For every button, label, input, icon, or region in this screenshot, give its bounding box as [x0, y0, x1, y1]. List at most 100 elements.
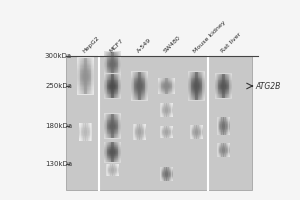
Bar: [104, 66, 121, 67]
Bar: [93, 58, 94, 94]
Bar: [215, 92, 232, 94]
Bar: [224, 143, 225, 157]
Bar: [160, 167, 172, 168]
Bar: [215, 83, 232, 84]
Bar: [107, 142, 108, 162]
Bar: [104, 64, 121, 65]
Bar: [160, 112, 172, 113]
Bar: [89, 58, 90, 94]
Bar: [91, 58, 92, 94]
Bar: [104, 144, 121, 145]
Bar: [190, 137, 202, 138]
Bar: [146, 72, 147, 100]
Bar: [80, 129, 92, 130]
Bar: [104, 61, 121, 63]
Bar: [110, 164, 111, 176]
Bar: [190, 136, 202, 137]
Bar: [160, 173, 172, 174]
Bar: [193, 125, 194, 139]
Bar: [225, 143, 226, 157]
Bar: [110, 74, 111, 98]
Bar: [104, 159, 121, 160]
Bar: [159, 78, 160, 94]
Bar: [104, 153, 121, 154]
Bar: [168, 126, 169, 138]
Bar: [104, 68, 121, 69]
Bar: [215, 91, 232, 92]
Bar: [106, 169, 119, 170]
Bar: [80, 132, 92, 133]
Bar: [160, 130, 172, 131]
Bar: [144, 124, 145, 140]
Bar: [115, 74, 116, 98]
Bar: [163, 103, 164, 117]
Bar: [160, 169, 172, 170]
Bar: [171, 103, 172, 117]
Bar: [104, 142, 121, 143]
Bar: [104, 97, 121, 99]
Bar: [160, 129, 172, 130]
Bar: [225, 117, 226, 135]
Bar: [215, 83, 232, 85]
Bar: [170, 103, 171, 117]
Bar: [104, 53, 121, 54]
Bar: [80, 133, 92, 134]
Bar: [165, 78, 167, 94]
Bar: [104, 155, 121, 156]
Bar: [112, 164, 113, 176]
Bar: [81, 58, 82, 94]
Bar: [104, 67, 121, 68]
Bar: [164, 126, 165, 138]
Bar: [77, 78, 94, 80]
Bar: [80, 128, 92, 129]
Bar: [160, 172, 172, 173]
Bar: [131, 96, 148, 98]
Bar: [215, 96, 232, 97]
Bar: [82, 123, 83, 141]
Bar: [104, 55, 121, 56]
Text: A-549: A-549: [136, 38, 152, 54]
Bar: [104, 130, 121, 131]
Bar: [158, 90, 175, 91]
Bar: [218, 152, 230, 153]
Bar: [104, 73, 121, 75]
Bar: [134, 131, 146, 132]
Bar: [77, 74, 94, 76]
Bar: [215, 80, 232, 81]
Bar: [119, 74, 121, 98]
Bar: [104, 76, 121, 77]
Bar: [160, 132, 172, 133]
Bar: [215, 94, 232, 95]
Bar: [160, 78, 161, 94]
Bar: [105, 142, 106, 162]
Bar: [131, 74, 148, 76]
Bar: [166, 167, 167, 181]
Bar: [104, 118, 121, 119]
Bar: [160, 137, 172, 138]
Bar: [190, 125, 191, 139]
Bar: [131, 94, 148, 96]
Bar: [134, 133, 146, 134]
Bar: [90, 123, 91, 141]
Bar: [118, 52, 120, 76]
Bar: [111, 114, 113, 138]
Bar: [221, 74, 222, 98]
Bar: [191, 72, 192, 100]
Bar: [104, 62, 121, 63]
Bar: [158, 86, 175, 87]
Bar: [160, 108, 172, 109]
Bar: [158, 82, 175, 83]
Bar: [137, 72, 138, 100]
Bar: [188, 72, 205, 74]
Bar: [104, 135, 121, 136]
Bar: [104, 142, 106, 162]
Bar: [107, 164, 108, 176]
Bar: [104, 94, 121, 95]
Bar: [110, 52, 111, 76]
Bar: [161, 126, 162, 138]
Bar: [134, 132, 146, 133]
Bar: [160, 134, 172, 135]
Bar: [104, 63, 121, 64]
Bar: [134, 131, 146, 132]
Bar: [118, 74, 120, 98]
